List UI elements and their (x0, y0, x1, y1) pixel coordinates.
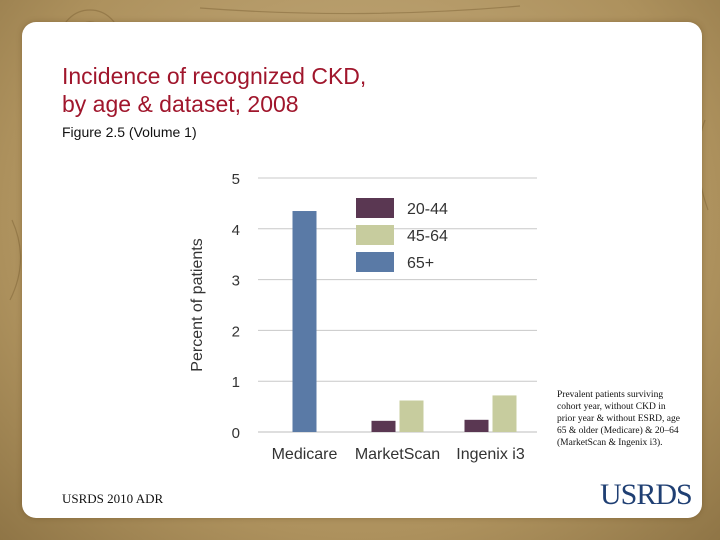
x-tick-label: MarketScan (355, 446, 440, 463)
title-line-2: by age & dataset, 2008 (62, 91, 299, 117)
bar-45-64-ingenix-i3 (492, 395, 517, 432)
y-axis-label: Percent of patients (189, 238, 206, 371)
legend-swatch (356, 252, 394, 272)
legend-label: 20-44 (407, 201, 448, 218)
y-tick-label: 4 (232, 222, 240, 239)
slide-title: Incidence of recognized CKD, by age & da… (62, 62, 522, 118)
legend-swatch (356, 198, 394, 218)
y-tick-label: 5 (232, 171, 240, 188)
legend-label: 45-64 (407, 228, 448, 245)
chart-footnote: Prevalent patients surviving cohort year… (557, 390, 680, 448)
usrds-logo: USRDS (600, 478, 693, 511)
bar-20-44-ingenix-i3 (464, 419, 489, 432)
bar-20-44-marketscan (371, 420, 396, 432)
y-tick-label: 1 (232, 374, 240, 391)
x-tick-label: Medicare (272, 446, 338, 463)
bar-65+-medicare (292, 211, 317, 432)
title-line-1: Incidence of recognized CKD, (62, 63, 367, 89)
figure-subtitle: Figure 2.5 (Volume 1) (62, 124, 197, 140)
y-tick-label: 2 (232, 323, 240, 340)
legend-swatch (356, 225, 394, 245)
x-tick-label: Ingenix i3 (456, 446, 525, 463)
y-tick-label: 0 (232, 425, 240, 442)
y-tick-label: 3 (232, 273, 240, 290)
legend-label: 65+ (407, 255, 434, 272)
bar-45-64-marketscan (399, 400, 424, 432)
source-footer: USRDS 2010 ADR (62, 491, 164, 506)
